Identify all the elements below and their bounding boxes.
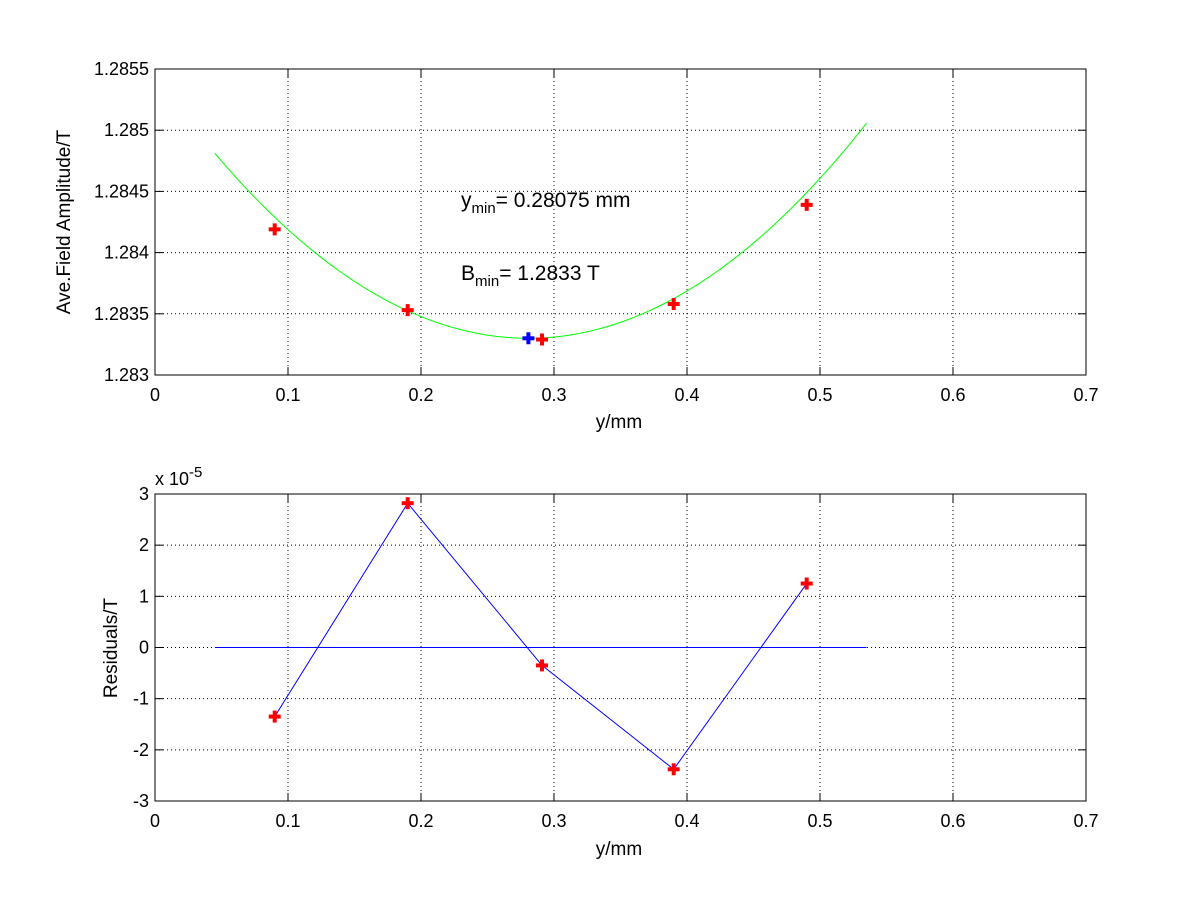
b-min-annotation: Bmin= 1.2833 T <box>461 262 600 290</box>
residuals-x-tick-label: 0.7 <box>1073 811 1098 831</box>
residuals-x-tick-label: 0.4 <box>674 811 699 831</box>
fit-x-tick-label: 0.2 <box>408 385 433 405</box>
residuals-x-tick-label: 0.2 <box>408 811 433 831</box>
residuals-panel-marks <box>214 497 867 776</box>
residuals-scale-exponent: -5 <box>189 464 202 481</box>
y-min-annotation: ymin= 0.28075 mm <box>461 189 631 217</box>
fit-y-tick-label: 1.284 <box>104 243 149 263</box>
fit-panel-tick-labels: 0 0.1 0.2 0.3 0.4 0.5 0.6 0.7 1.283 1.2835 1.284 1.… <box>94 59 1099 405</box>
residuals-y-tick-label: -1 <box>133 689 149 709</box>
fit-x-tick-label: 0.5 <box>807 385 832 405</box>
fit-y-tick-label: 1.2835 <box>94 304 149 324</box>
residual-point-marker <box>401 497 414 510</box>
residuals-panel: 0 0.1 0.2 0.3 0.4 0.5 0.6 0.7 -3 -2 -1 0 1 2 3 y/mm Re… <box>101 464 1099 860</box>
y-min-annotation-base: y <box>461 189 472 212</box>
fit-x-tick-label: 0.7 <box>1073 385 1098 405</box>
residuals-x-tick-label: 0.3 <box>541 811 566 831</box>
fit-panel-marks <box>214 122 867 346</box>
residual-point-marker <box>268 710 281 723</box>
fit-y-tick-label: 1.2855 <box>94 59 149 79</box>
fit-x-tick-label: 0.6 <box>940 385 965 405</box>
y-min-annotation-value: = 0.28075 mm <box>496 189 631 212</box>
residuals-y-tick-label: 2 <box>139 535 149 555</box>
residuals-x-tick-label: 0 <box>150 811 160 831</box>
residuals-y-tick-label: 3 <box>139 484 149 504</box>
fit-x-tick-label: 0.3 <box>541 385 566 405</box>
data-point-marker <box>401 304 414 317</box>
residuals-panel-x-label: y/mm <box>596 839 642 860</box>
data-point-marker <box>268 223 281 236</box>
fit-panel-y-label: Ave.Field Amplitude/T <box>54 129 75 314</box>
residual-point-marker <box>536 659 549 672</box>
b-min-annotation-base: B <box>461 262 475 285</box>
residuals-y-tick-label: 0 <box>139 638 149 658</box>
residuals-y-tick-label: -2 <box>133 740 149 760</box>
fit-y-tick-label: 1.2845 <box>94 181 149 201</box>
fit-y-tick-label: 1.283 <box>104 365 149 385</box>
fit-x-tick-label: 0.4 <box>674 385 699 405</box>
residuals-scale-base: x 10 <box>155 469 189 489</box>
residual-point-marker <box>667 763 680 776</box>
fit-panel-axes-box <box>154 68 1087 376</box>
residuals-x-tick-label: 0.5 <box>807 811 832 831</box>
data-point-marker <box>667 298 680 311</box>
residuals-x-tick-label: 0.1 <box>275 811 300 831</box>
residuals-panel-tick-labels: 0 0.1 0.2 0.3 0.4 0.5 0.6 0.7 -3 -2 -1 0 1 2 3 <box>133 484 1099 831</box>
b-min-annotation-subscript: min <box>475 273 499 290</box>
fit-y-tick-label: 1.285 <box>104 120 149 140</box>
minimum-point-marker <box>522 332 535 345</box>
residuals-scale-label: x 10-5 <box>155 464 202 489</box>
fit-panel-grid <box>155 69 1086 375</box>
fit-x-tick-label: 0 <box>150 385 160 405</box>
residuals-panel-y-label: Residuals/T <box>101 597 122 698</box>
fit-panel: 0 0.1 0.2 0.3 0.4 0.5 0.6 0.7 1.283 1.2835 1.284 1.… <box>54 59 1099 433</box>
y-min-annotation-subscript: min <box>472 200 496 217</box>
fit-x-tick-label: 0.1 <box>275 385 300 405</box>
residuals-panel-axes-box <box>154 493 1087 802</box>
data-point-marker <box>536 333 549 346</box>
data-point-marker <box>800 198 813 211</box>
residuals-y-tick-label: -3 <box>133 791 149 811</box>
residual-point-marker <box>800 577 813 590</box>
fit-panel-x-label: y/mm <box>596 412 642 433</box>
b-min-annotation-value: = 1.2833 T <box>499 262 600 285</box>
residuals-y-tick-label: 1 <box>139 586 149 606</box>
residuals-x-tick-label: 0.6 <box>940 811 965 831</box>
